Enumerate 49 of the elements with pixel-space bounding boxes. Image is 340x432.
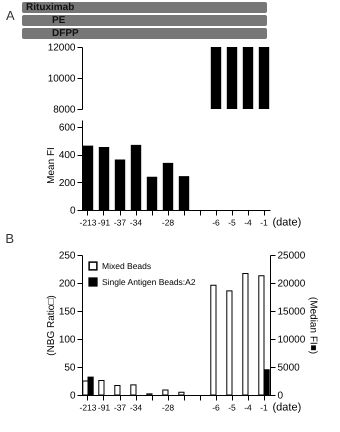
y-tick-label: 600 xyxy=(58,122,76,134)
y2-tick-label: 15000 xyxy=(278,306,306,318)
x-tick-label: -4 xyxy=(244,402,252,412)
y-tick-label: 8000 xyxy=(53,104,76,116)
x-tick-label: -6 xyxy=(212,218,220,228)
x-tick-label: -5 xyxy=(228,402,236,412)
legend-label: Single Antigen Beads:A2 xyxy=(102,277,196,287)
x-tick-label: -34 xyxy=(130,218,142,228)
y2-tick-label: 5000 xyxy=(278,362,300,374)
y-tick-label: 0 xyxy=(70,206,76,216)
x-tick-label: -28 xyxy=(162,218,174,228)
x-tick-label: -37 xyxy=(114,218,126,228)
x-tick-label: -37 xyxy=(114,402,126,412)
timeline-row: PE xyxy=(22,15,267,26)
y-tick-label: 150 xyxy=(58,306,76,318)
x-tick-label: -6 xyxy=(212,402,220,412)
x-tick-label: -1 xyxy=(260,402,268,412)
y2-tick-label: 20000 xyxy=(278,278,306,290)
timeline-row: Rituximab xyxy=(22,2,267,13)
x-tick-label: -1 xyxy=(260,218,268,228)
x-tick-label: -91 xyxy=(98,218,110,228)
timeline-row: DFPP xyxy=(22,28,267,39)
y-tick-label: 400 xyxy=(58,150,76,162)
chart-title: B xyxy=(5,231,14,246)
x-axis-title: (date) xyxy=(272,216,302,228)
x-tick-label: -4 xyxy=(244,218,252,228)
y-axis-title: (NBG Ratio□) xyxy=(46,295,57,356)
y-tick-label: 0 xyxy=(70,390,76,402)
y-tick-label: 200 xyxy=(58,278,76,290)
y-tick-label: 200 xyxy=(58,178,76,189)
y2-tick-label: 0 xyxy=(278,390,284,402)
legend-label: Mixed Beads xyxy=(102,261,152,271)
x-tick-label: -91 xyxy=(98,402,110,412)
y2-tick-label: 10000 xyxy=(278,334,306,346)
y2-tick-label: 25000 xyxy=(278,250,306,262)
chart-title: A xyxy=(6,8,15,23)
x-tick-label: -28 xyxy=(162,402,174,412)
x-axis-title: (date) xyxy=(272,402,302,414)
y-tick-label: 250 xyxy=(58,250,76,262)
y-tick-label: 12000 xyxy=(48,42,76,54)
y-tick-label: 100 xyxy=(58,334,76,346)
x-tick-label: -213 xyxy=(79,402,97,412)
y-tick-label: 50 xyxy=(64,362,76,374)
y-axis-title: Mean FI xyxy=(46,147,57,184)
y-tick-label: 10000 xyxy=(48,74,76,84)
x-tick-label: -5 xyxy=(228,218,236,228)
x-tick-label: -213 xyxy=(79,218,97,228)
y2-axis-title: (Median FI■) xyxy=(307,296,318,354)
x-tick-label: -34 xyxy=(130,402,142,412)
